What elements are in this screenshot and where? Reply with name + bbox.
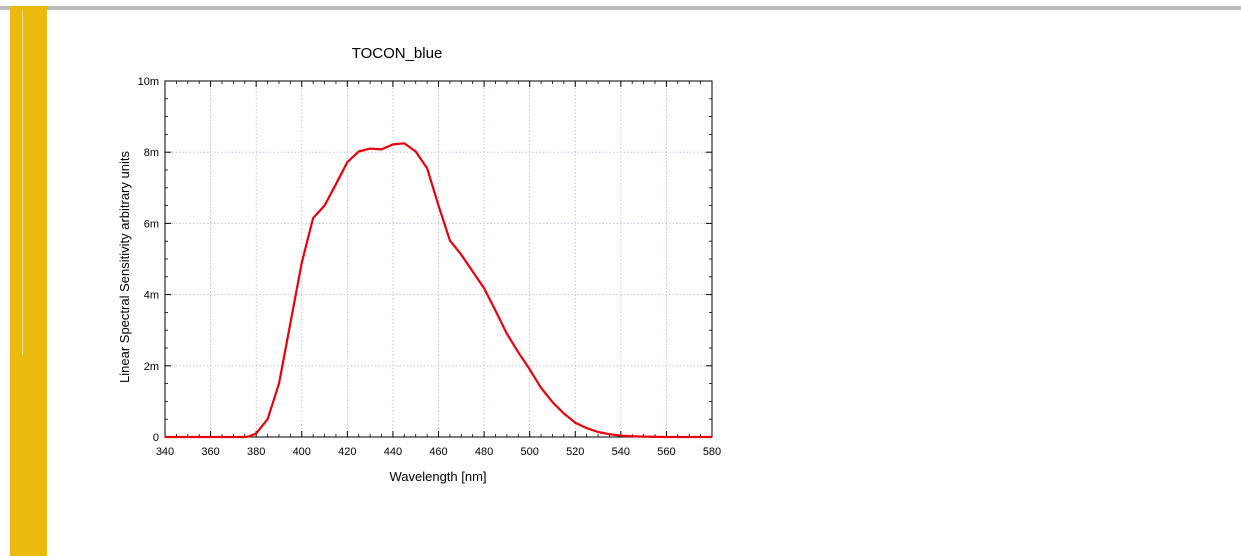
chart-title: TOCON_blue xyxy=(352,45,443,62)
y-tick-label: 2m xyxy=(144,361,159,373)
y-tick-labels: 0 2m 4m 6m 8m 10m xyxy=(138,76,159,444)
y-tick-label: 10m xyxy=(138,76,159,88)
x-tick-label: 540 xyxy=(612,446,630,458)
x-tick-label: 360 xyxy=(201,446,219,458)
y-tick-label: 4m xyxy=(144,290,159,302)
sidebar-accent-line xyxy=(22,10,23,355)
series-line xyxy=(165,142,712,439)
x-tick-label: 380 xyxy=(247,446,265,458)
grid xyxy=(165,81,712,437)
x-tick-label: 340 xyxy=(156,446,174,458)
x-tick-labels: 340 360 380 400 420 440 460 480 500 520 540 560 580 xyxy=(156,446,721,458)
x-tick-label: 520 xyxy=(566,446,584,458)
x-tick-label: 580 xyxy=(703,446,721,458)
x-tick-label: 560 xyxy=(657,446,675,458)
x-tick-label: 480 xyxy=(475,446,493,458)
x-tick-label: 400 xyxy=(293,446,311,458)
top-rule xyxy=(0,6,1241,10)
sidebar-accent-bar xyxy=(10,6,47,556)
y-tick-label: 0 xyxy=(153,432,159,444)
y-tick-label: 6m xyxy=(144,218,159,230)
x-tick-label: 420 xyxy=(338,446,356,458)
x-tick-label: 440 xyxy=(384,446,402,458)
y-axis-label: Linear Spectral Sensitivity arbitrary un… xyxy=(117,151,132,383)
x-tick-label: 460 xyxy=(429,446,447,458)
y-tick-label: 8m xyxy=(144,147,159,159)
x-axis-label: Wavelength [nm] xyxy=(389,469,486,484)
x-tick-label: 500 xyxy=(520,446,538,458)
